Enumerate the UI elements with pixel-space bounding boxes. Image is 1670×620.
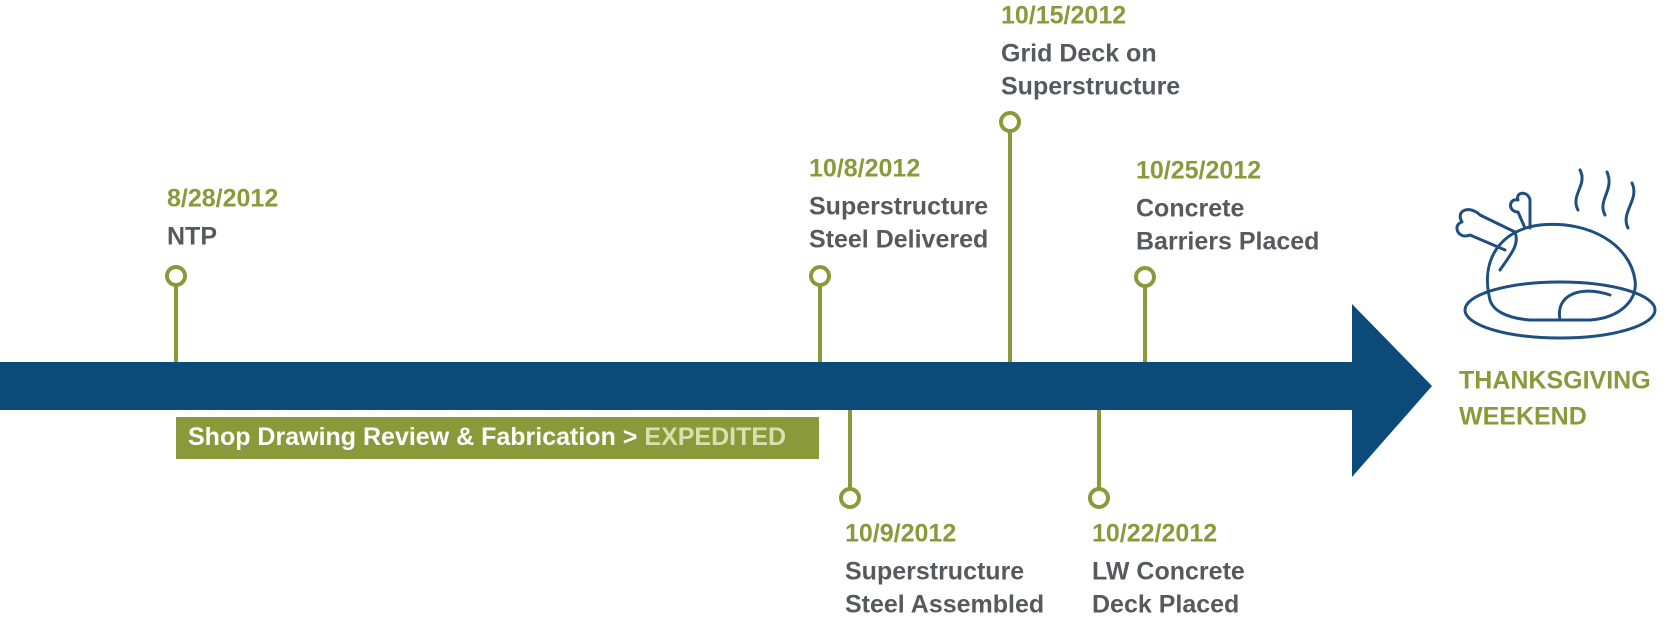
milestone-label: Concrete — [1136, 195, 1244, 223]
phase-highlight: EXPEDITED — [644, 423, 786, 451]
milestone-date: 10/25/2012 — [1136, 157, 1261, 185]
end-label: WEEKEND — [1459, 403, 1587, 431]
milestone-label: Grid Deck on — [1001, 40, 1157, 68]
milestone-label: Superstructure — [1001, 73, 1180, 101]
milestone-dot — [167, 267, 185, 285]
timeline: Shop Drawing Review & Fabrication >EXPED… — [0, 0, 1670, 620]
milestone-date: 8/28/2012 — [167, 185, 278, 213]
page: Shop Drawing Review & Fabrication >EXPED… — [0, 0, 1670, 620]
milestone-label: Steel Assembled — [845, 591, 1044, 619]
turkey-icon — [1457, 170, 1655, 338]
milestone-label: Superstructure — [809, 193, 988, 221]
milestone-label: Barriers Placed — [1136, 228, 1319, 256]
milestone-label: Superstructure — [845, 558, 1024, 586]
milestone-label: Deck Placed — [1092, 591, 1239, 619]
phase-text: Shop Drawing Review & Fabrication >EXPED… — [188, 423, 786, 451]
timeline-arrowhead — [1352, 304, 1432, 477]
milestone-dot — [1001, 113, 1019, 131]
milestone-date: 10/8/2012 — [809, 155, 920, 183]
milestone-date: 10/15/2012 — [1001, 2, 1126, 30]
phase-label: Shop Drawing Review & Fabrication > — [188, 423, 637, 451]
milestone-dot — [841, 489, 859, 507]
milestone-date: 10/22/2012 — [1092, 520, 1217, 548]
milestone-date: 10/9/2012 — [845, 520, 956, 548]
milestone-label: NTP — [167, 223, 217, 251]
timeline-bar — [0, 362, 1356, 410]
milestone-label: LW Concrete — [1092, 558, 1245, 586]
end-label: THANKSGIVING — [1459, 367, 1651, 395]
milestone-label: Steel Delivered — [809, 226, 988, 254]
milestone-dot — [1136, 268, 1154, 286]
milestone-dot — [1090, 489, 1108, 507]
milestone-dot — [811, 267, 829, 285]
